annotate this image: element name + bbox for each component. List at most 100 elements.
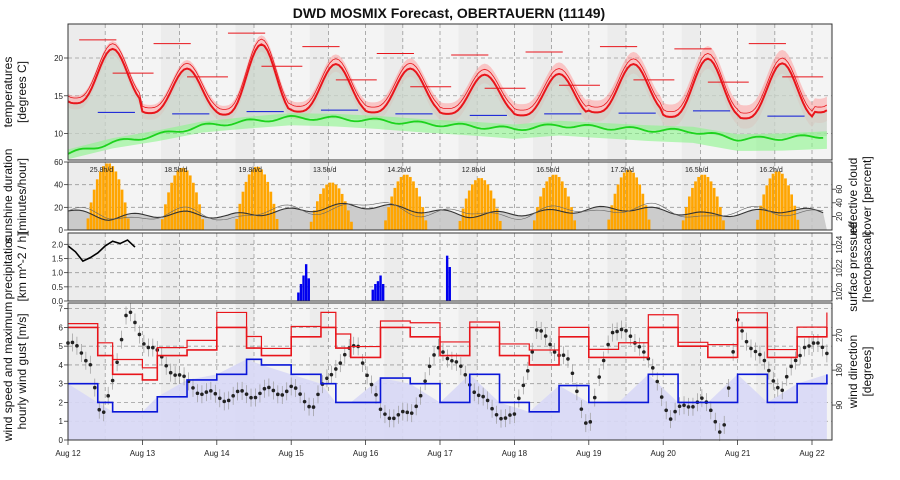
pressure-line [67, 239, 136, 263]
sunshine-bar [95, 179, 99, 230]
sunshine-bar [86, 218, 90, 230]
wind-direction-point [302, 399, 307, 404]
xtick-label: Aug 18 [502, 449, 528, 458]
sunshine-bar [557, 176, 561, 230]
wind-direction-point [767, 368, 771, 373]
wind-direction-point [84, 358, 88, 363]
wind-direction-point [450, 358, 454, 363]
wind-direction-point [414, 404, 418, 409]
wind-direction-point [561, 353, 566, 357]
wind-direction-point [75, 343, 79, 348]
precip-bar [299, 284, 303, 301]
sunshine-bar [176, 170, 180, 230]
sun-ytick-label: 0 [59, 226, 64, 235]
sunshine-bar [635, 177, 638, 230]
sunshine-bar [471, 184, 474, 230]
sunshine-bar [393, 187, 397, 230]
wind-direction-point [177, 373, 182, 377]
sunshine-bar [573, 220, 576, 230]
sunshine-bar [564, 187, 567, 230]
sunshine-bar [192, 182, 195, 230]
xtick-label: Aug 14 [204, 449, 230, 458]
sunshine-bar [474, 180, 477, 230]
wind-direction-point [195, 391, 200, 396]
sunshine-bar [784, 178, 787, 230]
sunshine-bar [489, 190, 493, 230]
wind-direction-point [454, 360, 459, 364]
sunshine-bar [700, 174, 704, 230]
sunshine-bar [681, 220, 685, 230]
wind-direction-point [396, 412, 401, 417]
mean-wind-line [68, 358, 828, 413]
temp-frame [67, 23, 833, 161]
sunshine-bar [781, 173, 784, 230]
wind-direction-point [619, 327, 624, 332]
wind-area [68, 359, 827, 440]
sunshine-bar [771, 173, 775, 230]
sun-y2tick-label: 40 [835, 198, 844, 207]
wind-direction-point [441, 350, 445, 354]
wind-direction-point [334, 367, 338, 371]
wind-y2tick-label: 180 [835, 363, 844, 377]
wind-direction-point [530, 350, 535, 354]
sunshine-bar [201, 219, 204, 230]
wind-direction-point [655, 379, 660, 384]
sunshine-bar [644, 205, 648, 230]
temp-ylabel: temperatures [1, 57, 15, 128]
wind-direction-point [615, 329, 619, 334]
wind-direction-point [771, 379, 776, 383]
sunshine-bar [235, 218, 239, 230]
sunshine-bar [170, 182, 173, 230]
wind-direction-point [700, 396, 704, 400]
precip-daylight-band [105, 233, 161, 301]
wind-direction-point [298, 392, 302, 396]
wind-ytick-label: 3 [59, 380, 64, 389]
sunshine-bar [254, 166, 257, 230]
wind-direction-point [115, 360, 119, 365]
sunshine-bar [102, 166, 105, 230]
wind-direction-point [289, 384, 294, 389]
wind-ytick-label: 6 [59, 323, 64, 332]
wind-direction-point [200, 392, 204, 397]
xtick-label: Aug 16 [353, 449, 379, 458]
precip-ytick-label: 2.0 [52, 240, 64, 249]
wind-direction-point [226, 398, 231, 403]
precip-bar [374, 284, 377, 301]
sunshine-bar [347, 210, 350, 230]
precip-ylabel2: [hectopascal] [860, 232, 874, 303]
sunshine-bar [629, 170, 632, 230]
sunshine-bar [694, 181, 697, 230]
wind-direction-point [307, 404, 311, 409]
sunshine-bar [756, 219, 759, 230]
sunshine-bar [483, 180, 487, 230]
precip-daylight-band [179, 233, 236, 301]
daily-sunshine-label: 25.8h/d [90, 167, 113, 174]
wind-ytick-label: 7 [59, 305, 64, 314]
sunshine-bar [238, 203, 242, 230]
sunshine-bar [545, 181, 549, 230]
sun-ylabel: sunshine duration [1, 149, 15, 244]
wind-direction-point [485, 398, 490, 403]
sunshine-bar [421, 207, 425, 230]
wind-direction-point [709, 408, 713, 413]
wind-y2tick-label: 90 [835, 400, 844, 409]
wind-ylabel2: [degrees] [860, 346, 874, 396]
wind-direction-point [517, 396, 521, 401]
wind-direction-point [137, 332, 142, 337]
chart-title: DWD MOSMIX Forecast, OBERTAUERN (11149) [293, 5, 605, 21]
sunshine-bar [384, 220, 387, 230]
precip-ylabel2: surface pressure [846, 222, 860, 312]
sun-ytick-label: 60 [54, 158, 63, 167]
wind-direction-point [566, 357, 570, 361]
wind-direction-point [445, 356, 450, 361]
sunshine-bar [464, 198, 468, 230]
sunshine-bar [762, 194, 766, 230]
wind-direction-point [392, 416, 396, 421]
sunshine-bar [542, 187, 545, 230]
wind-direction-point [552, 350, 557, 354]
wind-y2tick-label: 270 [835, 328, 844, 342]
sunshine-bar [250, 169, 254, 230]
wind-direction-point [222, 399, 227, 404]
wind-direction-point [775, 385, 780, 390]
wind-direction-point [521, 383, 526, 388]
